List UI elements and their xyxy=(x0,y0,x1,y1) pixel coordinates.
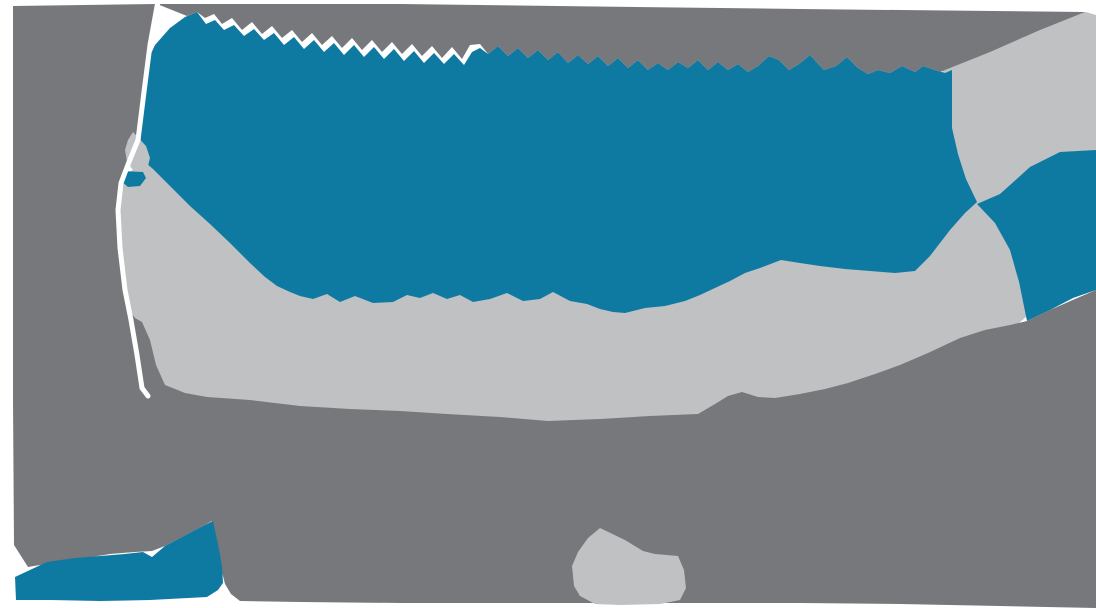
teal-stroke-bottom-left xyxy=(15,521,223,601)
light-top-right-wedge xyxy=(940,12,1096,208)
dark-region xyxy=(13,4,1096,608)
teal-main-mass xyxy=(140,12,977,313)
white-sliver xyxy=(115,0,161,399)
light-bottom-blob xyxy=(572,528,686,605)
teal-right-band xyxy=(977,150,1096,321)
light-main-field xyxy=(120,164,1027,430)
